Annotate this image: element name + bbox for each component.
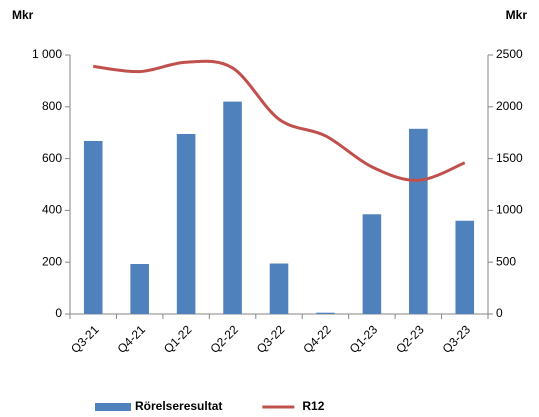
x-tick-label: Q2-22 [207, 322, 241, 356]
line [93, 59, 466, 182]
y-tick-label: 400 [42, 203, 62, 217]
bar [409, 128, 428, 314]
x-tick-label: Q3-22 [254, 322, 288, 356]
x-tick-label: Q2-23 [393, 322, 427, 356]
legend-label: R12 [302, 399, 324, 413]
bar [176, 133, 196, 314]
legend-swatch [95, 403, 131, 411]
y-tick-label: 1 000 [32, 47, 62, 61]
x-tick-label: Q1-22 [161, 322, 195, 356]
bar [130, 264, 149, 314]
bar [455, 220, 475, 314]
x-tick-label: Q1-23 [347, 322, 381, 356]
x-tick-label: Q4-22 [300, 322, 334, 356]
bar [223, 101, 242, 315]
x-tick-label: Q3-21 [68, 322, 102, 356]
y2-axis-label: Mkr [506, 8, 528, 22]
bar [269, 263, 289, 314]
y2-tick-label: 500 [496, 254, 516, 268]
y-tick-label: 0 [55, 306, 62, 320]
y2-tick-label: 2500 [496, 47, 523, 61]
x-tick-label: Q4-21 [115, 322, 149, 356]
y-axis-label: Mkr [12, 8, 34, 22]
y2-tick-label: 1500 [496, 151, 523, 165]
y2-tick-label: 0 [496, 306, 503, 320]
bar [83, 140, 103, 314]
y-tick-label: 800 [42, 99, 62, 113]
x-tick-label: Q3-23 [440, 322, 474, 356]
bar [316, 312, 335, 314]
y2-tick-label: 2000 [496, 99, 523, 113]
legend-label: Rörelseresultat [135, 399, 222, 413]
y-tick-label: 600 [42, 151, 62, 165]
y-tick-label: 200 [42, 254, 62, 268]
bar [362, 214, 382, 314]
y2-tick-label: 1000 [496, 203, 523, 217]
